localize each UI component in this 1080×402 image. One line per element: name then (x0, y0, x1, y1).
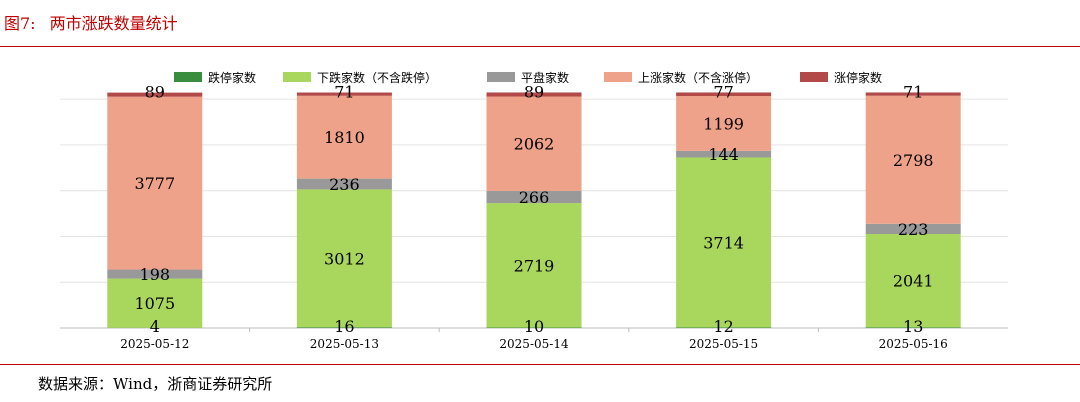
bar-segment (296, 92, 392, 96)
bar-segment (865, 233, 961, 328)
data-label: 3012 (324, 249, 365, 268)
bar-segment (486, 203, 582, 328)
bar-segment (296, 189, 392, 328)
data-source-note: 数据来源：Wind，浙商证券研究所 (38, 375, 273, 393)
bar-segment (296, 178, 392, 190)
bar-segment (107, 278, 203, 328)
bar-segment (676, 95, 772, 151)
legend-swatch (487, 72, 515, 82)
figure-header: 图7: 两市涨跌数量统计 (0, 0, 1080, 40)
bar-segment (486, 92, 582, 97)
data-label: 10 (524, 317, 544, 336)
top-rule (0, 46, 1080, 47)
data-label: 89 (145, 83, 165, 102)
data-label: 13 (903, 317, 923, 336)
data-label: 16 (334, 317, 354, 336)
x-tick-label: 2025-05-13 (310, 337, 379, 351)
x-tick-label: 2025-05-15 (689, 337, 758, 351)
data-label: 12 (713, 317, 733, 336)
data-label: 89 (524, 82, 544, 101)
bar-segment (486, 96, 582, 191)
figure-title: 图7: 两市涨跌数量统计 (4, 10, 178, 34)
data-label: 144 (708, 145, 739, 164)
data-label: 3777 (134, 174, 175, 193)
x-tick-label: 2025-05-14 (499, 337, 569, 351)
data-label: 223 (898, 220, 929, 239)
x-tick-label: 2025-05-12 (120, 337, 189, 351)
legend: 跌停家数 下跌家数（不含跌停） 平盘家数 上涨家数（不含涨停） 涨停家数 (174, 70, 882, 85)
data-label: 3714 (703, 233, 744, 252)
legend-label: 涨停家数 (834, 70, 882, 85)
bars (107, 92, 961, 328)
data-label: 266 (519, 188, 550, 207)
data-label: 236 (329, 175, 360, 194)
legend-label: 跌停家数 (208, 70, 256, 85)
data-label: 198 (140, 265, 171, 284)
bar-segment (296, 95, 392, 179)
data-label: 71 (903, 82, 923, 101)
bar-segment (865, 327, 961, 328)
data-label: 2041 (893, 272, 934, 291)
bar-segment (865, 92, 961, 96)
data-label: 1199 (703, 114, 744, 133)
data-label: 2798 (893, 151, 934, 170)
data-label: 1075 (134, 294, 175, 313)
legend-swatch (174, 72, 202, 82)
bar-segment (676, 327, 772, 328)
data-labels: 4 1075 198 3777 89 16 3012 236 1810 71 10 2719 266 20… (134, 82, 933, 336)
bar-segment (676, 92, 772, 96)
data-label: 2062 (514, 135, 555, 154)
legend-swatch (800, 72, 828, 82)
bar-segment (107, 96, 203, 270)
x-tick-label: 2025-05-16 (879, 337, 948, 351)
bottom-rule (0, 364, 1080, 365)
legend-swatch (283, 72, 311, 82)
bar-segment (676, 157, 772, 328)
figure-title-text: 两市涨跌数量统计 (49, 14, 178, 33)
bar-segment (296, 327, 392, 328)
bar-segment (107, 269, 203, 279)
data-label: 71 (334, 83, 354, 102)
bar-segment (486, 190, 582, 204)
legend-label: 平盘家数 (521, 70, 569, 85)
data-label: 2719 (514, 256, 555, 275)
figure-number: 图7: (4, 14, 36, 33)
data-label: 4 (150, 317, 160, 336)
legend-label: 下跌家数（不含跌停） (317, 70, 437, 85)
data-label: 1810 (324, 128, 365, 147)
bar-segment (865, 95, 961, 224)
legend-swatch (604, 72, 632, 82)
data-label: 77 (713, 82, 733, 101)
bar-segment (676, 150, 772, 158)
bar-segment (865, 223, 961, 234)
legend-label: 上涨家数（不含涨停） (638, 70, 758, 85)
bar-segment (107, 92, 203, 97)
